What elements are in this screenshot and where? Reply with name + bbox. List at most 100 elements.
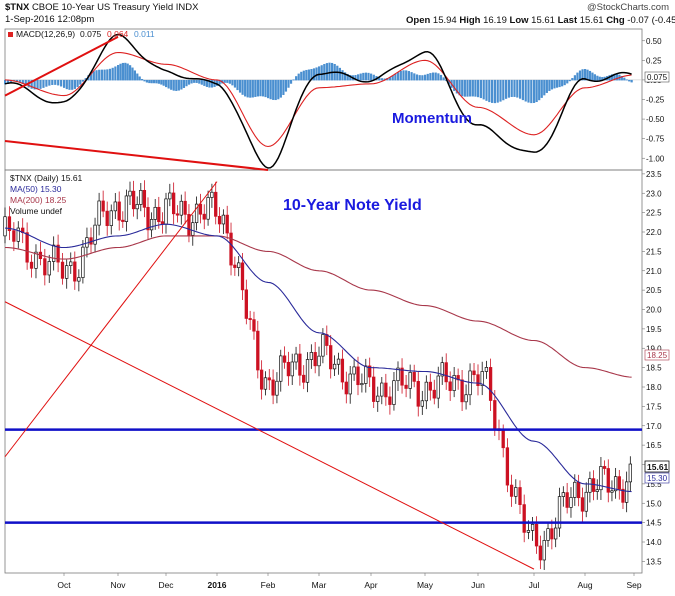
price-candle [47, 261, 51, 276]
price-candle [420, 400, 424, 407]
macd-y-tick-label: -0.75 [646, 135, 665, 144]
price-candle [214, 191, 218, 217]
macd-histogram-bar [429, 73, 432, 81]
price-y-tick-label: 15.0 [646, 499, 662, 508]
macd-histogram-bar [150, 79, 153, 84]
price-candle [599, 466, 603, 491]
macd-histogram-bar [167, 79, 170, 89]
macd-histogram-bar [323, 64, 326, 81]
price-candle [561, 492, 565, 497]
price-candle [198, 203, 203, 215]
macd-y-tick-label: -0.50 [646, 115, 665, 124]
macd-histogram-bar [223, 79, 226, 83]
price-candle [131, 190, 136, 210]
price-candle [256, 330, 260, 371]
price-candle [175, 213, 180, 216]
macd-histogram-bar [24, 79, 27, 86]
macd-histogram-bar [187, 79, 191, 85]
price-candle [25, 232, 29, 263]
macd-histogram-bar [586, 69, 589, 81]
macd-histogram-bar [359, 73, 362, 81]
price-candle [302, 374, 306, 383]
macd-histogram-bar [613, 73, 616, 81]
price-candle [534, 523, 539, 547]
macd-histogram-bar [601, 77, 604, 81]
price-candle [493, 400, 497, 430]
price-candle [164, 198, 168, 225]
macd-histogram-bar [60, 79, 63, 87]
macd-histogram-bar [593, 74, 596, 81]
macd-last-tag [644, 71, 670, 83]
macd-histogram-bar [499, 79, 502, 102]
macd-histogram-bar [282, 79, 285, 95]
volume-legend-item: Volume undef [10, 206, 63, 216]
macd-histogram-bar [218, 79, 221, 85]
macd-histogram-bar [474, 79, 477, 97]
price-candle [105, 210, 109, 226]
macd-histogram-bar [388, 77, 392, 81]
macd-histogram-bar [628, 79, 631, 82]
price-candle [484, 367, 489, 372]
macd-histogram-bar [68, 79, 71, 90]
price-candle [221, 214, 226, 225]
macd-histogram-bar [493, 79, 496, 104]
macd-histogram-bar [318, 66, 321, 81]
macd-histogram-bar [548, 79, 551, 91]
macd-histogram-bar [284, 79, 288, 92]
macd-histogram-bar [182, 79, 186, 88]
macd-histogram-bar [527, 79, 530, 103]
price-candle [621, 488, 625, 503]
price-candle [472, 370, 476, 376]
macd-histogram-bar [519, 79, 522, 99]
price-candle [121, 219, 125, 222]
price-candle [372, 376, 376, 402]
macd-y-tick-label: 0.25 [646, 56, 662, 65]
x-tick-label: Apr [364, 580, 377, 590]
macd-histogram-bar [119, 63, 122, 81]
macd-histogram-bar [391, 75, 394, 81]
price-candle [313, 352, 317, 367]
macd-histogram-bar [216, 79, 219, 86]
macd-histogram-bar [505, 79, 508, 99]
price-candle [290, 361, 294, 377]
macd-histogram-bar [208, 79, 211, 88]
price-y-tick-label: 23.0 [646, 189, 662, 198]
price-candle [576, 481, 581, 499]
macd-histogram-bar [249, 79, 252, 98]
macd-histogram-bar [141, 78, 144, 81]
macd-histogram-bar [256, 79, 259, 97]
price-candle [168, 192, 172, 200]
macd-histogram-bar [372, 74, 375, 81]
macd-histogram-bar [185, 79, 188, 87]
macd-histogram-bar [584, 69, 587, 81]
price-candle [569, 497, 573, 508]
macd-histogram-bar [272, 79, 275, 100]
macd-histogram-bar [259, 79, 262, 97]
macd-histogram-bar [346, 73, 349, 81]
macd-histogram-bar [573, 75, 576, 81]
price-candle [388, 396, 392, 405]
macd-histogram-bar [338, 67, 341, 81]
price-candle [259, 369, 264, 390]
price-candle [73, 261, 77, 282]
macd-histogram-bar [394, 73, 397, 81]
macd-histogram-bar [563, 79, 566, 86]
price-candle [210, 191, 214, 198]
price-candle [12, 230, 16, 242]
macd-histogram-bar [431, 72, 435, 81]
macd-histogram-bar [442, 77, 445, 81]
price-candle [526, 530, 531, 533]
chart-date: 1-Sep-2016 12:08pm [5, 14, 95, 25]
macd-histogram-bar [138, 76, 141, 81]
price-candle [624, 481, 629, 503]
x-tick-label: 2016 [208, 580, 227, 590]
price-candle [81, 246, 85, 278]
macd-histogram-bar [129, 65, 132, 81]
macd-histogram-bar [550, 79, 554, 90]
macd-histogram-bar [615, 73, 619, 81]
macd-histogram-bar [418, 75, 421, 81]
price-candle [65, 265, 69, 279]
macd-histogram-bar [407, 71, 410, 81]
macd-histogram-bar [485, 79, 488, 101]
